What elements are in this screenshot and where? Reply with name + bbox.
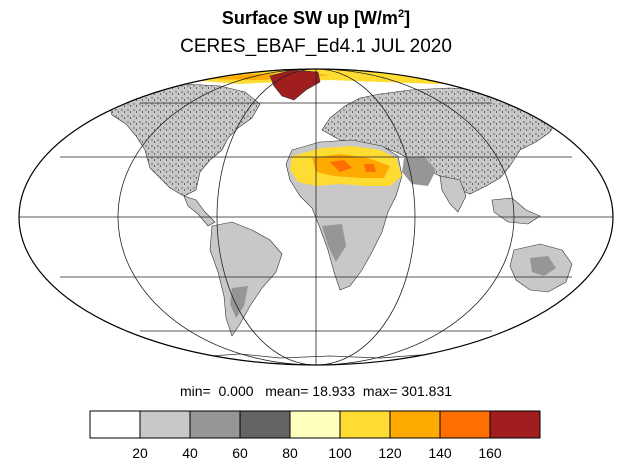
colorbar-tick-label: 40 [182, 445, 198, 461]
land-eurasia [321, 87, 559, 195]
colorbar-box [389, 410, 441, 439]
land-north-america [107, 83, 261, 197]
arabian-desert [402, 156, 436, 186]
map-border [18, 68, 614, 366]
colorbar-tick-label: 80 [282, 445, 298, 461]
land-central-america [183, 195, 216, 227]
land-africa-dark [322, 224, 346, 262]
colorbar-tick-label: 140 [428, 445, 452, 461]
colorbar-box [89, 410, 141, 439]
land-south-america-dark [230, 286, 248, 318]
colorbar-box [139, 410, 191, 439]
colorbar-tick-label: 60 [232, 445, 248, 461]
colorbar-box [439, 410, 491, 439]
stats-line: min= 0.000 mean= 18.933 max= 301.831 [179, 383, 453, 399]
colorbar-box [289, 410, 341, 439]
colorbar-tick-label: 160 [478, 445, 502, 461]
map-subtitle: CERES_EBAF_Ed4.1 JUL 2020 [180, 36, 452, 57]
land-india [439, 175, 467, 213]
colorbar-tick-label: 20 [132, 445, 148, 461]
land-south-america [209, 221, 283, 337]
graticule [19, 69, 613, 365]
colorbar-box [239, 410, 291, 439]
land-australia-dark [530, 256, 556, 276]
sahara-desert-hot [330, 160, 376, 172]
colorbar-tick-label: 100 [328, 445, 352, 461]
colorbar-box [339, 410, 391, 439]
map-title: Surface SW up [W/m2] [221, 8, 411, 28]
land-se-asia [491, 197, 541, 225]
colorbar-box [489, 410, 541, 439]
colorbar-box [189, 410, 241, 439]
colorbar-tick-label: 120 [378, 445, 402, 461]
